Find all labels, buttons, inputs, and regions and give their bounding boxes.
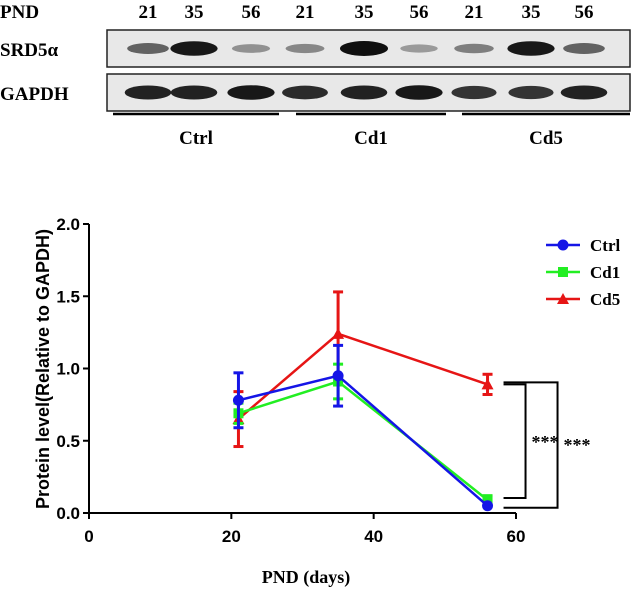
blot-band xyxy=(282,85,328,100)
blot-row-label: SRD5α xyxy=(0,40,59,61)
series-cd5 xyxy=(232,290,494,449)
series-line xyxy=(238,374,489,507)
significance-label: *** xyxy=(532,432,559,452)
blot-band xyxy=(563,43,605,54)
point-marker xyxy=(557,293,569,304)
significance-bracket xyxy=(503,383,527,499)
blot-band xyxy=(395,85,443,100)
blot-band xyxy=(124,85,172,100)
pnd-value: 21 xyxy=(139,2,158,23)
western-blot-panel: PND 21 35 56 21 35 56 21 35 56 SRD5α GAPDH Ctrl Cd… xyxy=(0,2,631,149)
y-tick-label: 1.5 xyxy=(56,287,80,306)
y-axis-label: Protein level(Relative to GAPDH) xyxy=(33,229,53,509)
group-label: Cd1 xyxy=(354,128,388,149)
blot-rows: SRD5α GAPDH xyxy=(0,29,631,112)
blot-band xyxy=(170,41,218,56)
blot-band xyxy=(227,85,275,100)
point-marker xyxy=(558,267,568,277)
point-marker xyxy=(482,494,493,505)
point-marker xyxy=(332,370,344,382)
y-tick-label: 2.0 xyxy=(56,215,80,234)
pnd-value: 35 xyxy=(355,2,374,23)
blot-band xyxy=(231,44,271,53)
blot-band xyxy=(451,85,497,100)
pnd-value: 21 xyxy=(465,2,484,23)
x-tick-label: 20 xyxy=(222,527,241,546)
blot-row-label: GAPDH xyxy=(0,84,69,105)
blot-band xyxy=(400,44,438,53)
point-marker xyxy=(482,500,494,512)
pnd-value: 56 xyxy=(410,2,429,23)
blot-band xyxy=(340,85,388,100)
series-cd1 xyxy=(233,362,493,506)
chart-axes: 0.0 0.5 1.0 1.5 2.0 0 20 40 60 xyxy=(56,215,525,546)
x-tick-label: 40 xyxy=(364,527,383,546)
blot-band xyxy=(508,85,554,100)
blot-band xyxy=(127,43,169,54)
blot-band xyxy=(285,43,325,54)
point-marker xyxy=(332,327,345,339)
pnd-value: 56 xyxy=(575,2,594,23)
y-tick-label: 0.0 xyxy=(56,504,80,523)
series-line xyxy=(237,332,488,421)
blot-band xyxy=(560,85,608,100)
pnd-values: 21 35 56 21 35 56 21 35 56 xyxy=(139,2,594,23)
chart-legend: Ctrl Cd1 Cd5 xyxy=(546,236,620,309)
series-line xyxy=(238,380,489,501)
chart-series xyxy=(232,290,494,512)
significance-label: *** xyxy=(564,435,591,455)
pnd-value: 21 xyxy=(296,2,315,23)
significance-bracket xyxy=(503,381,559,509)
legend-label: Ctrl xyxy=(590,236,620,255)
line-chart: 0.0 0.5 1.0 1.5 2.0 0 20 40 60 Ctrl Cd1 Cd5 *** ***… xyxy=(33,215,620,588)
significance-annotations: *** *** xyxy=(503,381,591,509)
pnd-value: 35 xyxy=(185,2,204,23)
point-marker xyxy=(557,239,569,251)
blot-band xyxy=(170,85,218,100)
blot-band xyxy=(340,41,388,56)
group-label: Ctrl xyxy=(179,128,213,149)
y-tick-label: 0.5 xyxy=(56,432,80,451)
x-tick-label: 60 xyxy=(507,527,526,546)
x-axis-label: PND (days) xyxy=(262,567,351,588)
series-ctrl xyxy=(232,343,494,512)
blot-band xyxy=(454,43,494,54)
blot-band xyxy=(507,41,555,56)
pnd-label: PND xyxy=(0,2,39,23)
x-tick-label: 0 xyxy=(84,527,93,546)
legend-label: Cd1 xyxy=(590,263,620,282)
pnd-value: 35 xyxy=(522,2,541,23)
y-tick-label: 1.0 xyxy=(56,360,80,379)
blot-groups: Ctrl Cd1 Cd5 xyxy=(113,112,630,149)
group-label: Cd5 xyxy=(529,128,563,149)
pnd-value: 56 xyxy=(242,2,261,23)
point-marker xyxy=(481,378,494,390)
point-marker xyxy=(232,394,244,406)
legend-label: Cd5 xyxy=(590,290,620,309)
